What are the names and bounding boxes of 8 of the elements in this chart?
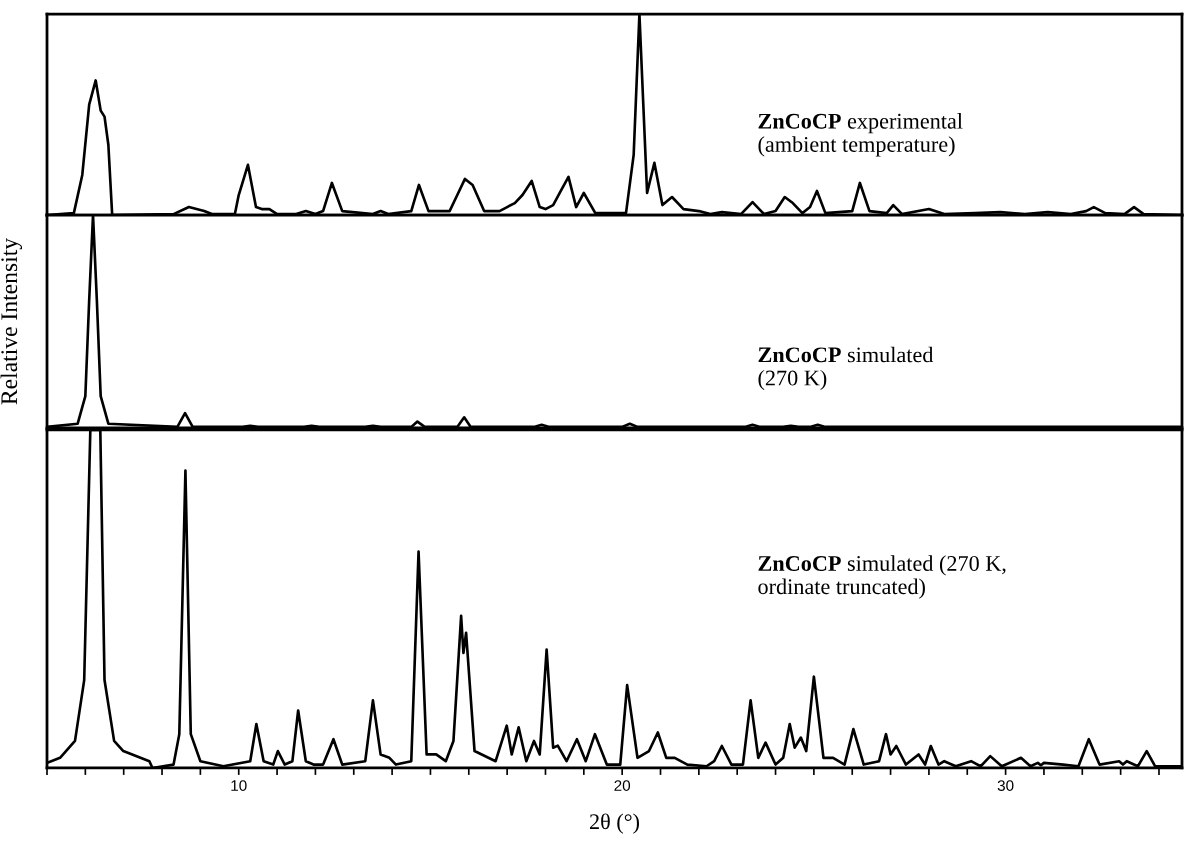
x-tick-label: 10	[231, 780, 247, 791]
annotation: ZnCoCP experimental (ambient temperature)	[758, 113, 963, 157]
annotation: ZnCoCP simulated (270 K)	[758, 346, 934, 391]
x-tick-label: 30	[997, 780, 1014, 791]
annotation: ZnCoCP simulated (270 K, ordinate truncated)	[758, 555, 1006, 599]
x-tick-label: 20	[614, 780, 631, 791]
y-axis-title: Relative Intensity	[0, 238, 23, 405]
x-axis-title: 2θ (°)	[589, 813, 640, 834]
